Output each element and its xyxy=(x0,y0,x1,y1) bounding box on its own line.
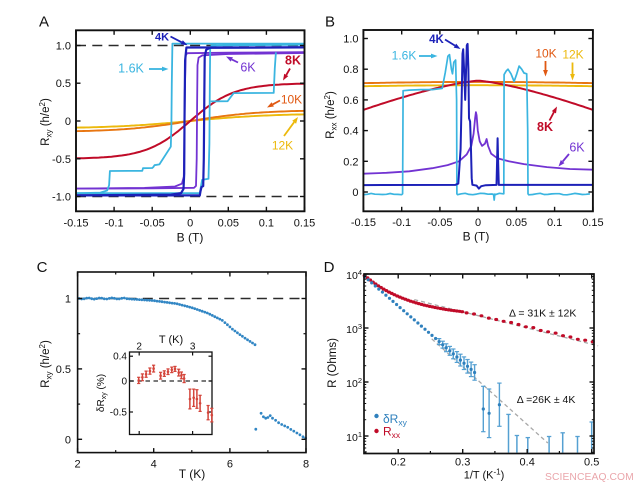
svg-text:8: 8 xyxy=(303,459,309,471)
svg-text:12K: 12K xyxy=(272,139,293,153)
svg-text:-0.5: -0.5 xyxy=(52,154,71,166)
svg-text:2: 2 xyxy=(136,342,142,353)
svg-text:Δ = 31K ± 12K: Δ = 31K ± 12K xyxy=(509,308,576,320)
svg-text:1.0: 1.0 xyxy=(56,41,71,53)
svg-text:0.1: 0.1 xyxy=(259,218,274,230)
svg-text:12K: 12K xyxy=(562,48,583,62)
svg-text:C: C xyxy=(37,259,48,276)
svg-text:0.5: 0.5 xyxy=(584,457,599,469)
svg-text:B: B xyxy=(325,14,335,31)
svg-text:R (Ohms): R (Ohms) xyxy=(327,338,339,388)
svg-text:Rxx (h/e2): Rxx (h/e2) xyxy=(323,91,339,139)
svg-text:Δ =26K ± 4K: Δ =26K ± 4K xyxy=(517,394,576,406)
svg-text:0: 0 xyxy=(121,377,127,388)
svg-text:10K: 10K xyxy=(535,47,556,61)
svg-text:1.0: 1.0 xyxy=(343,34,358,46)
svg-text:0.2: 0.2 xyxy=(391,457,406,469)
svg-text:6: 6 xyxy=(227,459,233,471)
svg-text:1: 1 xyxy=(65,294,71,306)
svg-text:0.4: 0.4 xyxy=(520,457,535,469)
svg-text:6K: 6K xyxy=(240,61,256,75)
svg-text:-1.0: -1.0 xyxy=(52,192,71,204)
svg-text:8K: 8K xyxy=(285,54,301,68)
svg-text:4K: 4K xyxy=(429,34,444,46)
svg-text:0.15: 0.15 xyxy=(294,218,315,230)
svg-text:B (T): B (T) xyxy=(177,231,204,245)
svg-text:-0.1: -0.1 xyxy=(392,217,411,229)
svg-text:A: A xyxy=(39,14,49,31)
svg-text:-0.05: -0.05 xyxy=(140,218,165,230)
svg-text:0: 0 xyxy=(65,434,71,446)
svg-text:0.4: 0.4 xyxy=(343,126,358,138)
svg-text:0: 0 xyxy=(475,217,481,229)
svg-text:0.4: 0.4 xyxy=(113,352,127,363)
svg-text:0: 0 xyxy=(65,116,71,128)
svg-text:D: D xyxy=(324,259,335,276)
svg-text:T (K): T (K) xyxy=(159,334,183,346)
svg-text:0.3: 0.3 xyxy=(455,457,470,469)
svg-text:δRxy (%): δRxy (%) xyxy=(96,374,108,412)
svg-text:0.05: 0.05 xyxy=(506,217,527,229)
svg-text:0.15: 0.15 xyxy=(582,217,603,229)
svg-text:-0.5: -0.5 xyxy=(110,408,128,419)
svg-text:4K: 4K xyxy=(155,31,169,43)
svg-text:10K: 10K xyxy=(281,93,302,107)
svg-text:1.6K: 1.6K xyxy=(392,49,417,63)
svg-text:-0.15: -0.15 xyxy=(63,218,88,230)
svg-text:0: 0 xyxy=(352,187,358,199)
svg-text:0.1: 0.1 xyxy=(547,217,562,229)
svg-text:0.6: 0.6 xyxy=(343,95,358,107)
svg-text:3: 3 xyxy=(190,342,196,353)
svg-text:0.5: 0.5 xyxy=(56,78,71,90)
svg-text:-0.05: -0.05 xyxy=(427,217,452,229)
svg-text:-0.1: -0.1 xyxy=(105,218,124,230)
svg-text:2: 2 xyxy=(75,459,81,471)
svg-text:T (K): T (K) xyxy=(179,467,205,481)
svg-text:4: 4 xyxy=(151,459,157,471)
svg-text:1.6K: 1.6K xyxy=(118,62,144,76)
svg-text:-0.15: -0.15 xyxy=(351,217,376,229)
svg-text:0.05: 0.05 xyxy=(218,218,239,230)
svg-text:0.5: 0.5 xyxy=(56,364,71,376)
svg-text:8K: 8K xyxy=(537,120,553,134)
svg-text:0.8: 0.8 xyxy=(343,64,358,76)
svg-text:0: 0 xyxy=(187,218,193,230)
svg-text:SCIENCEAQ.COM: SCIENCEAQ.COM xyxy=(545,472,634,483)
svg-text:B (T): B (T) xyxy=(463,230,490,244)
svg-text:6K: 6K xyxy=(569,141,585,155)
svg-text:0.2: 0.2 xyxy=(343,156,358,168)
